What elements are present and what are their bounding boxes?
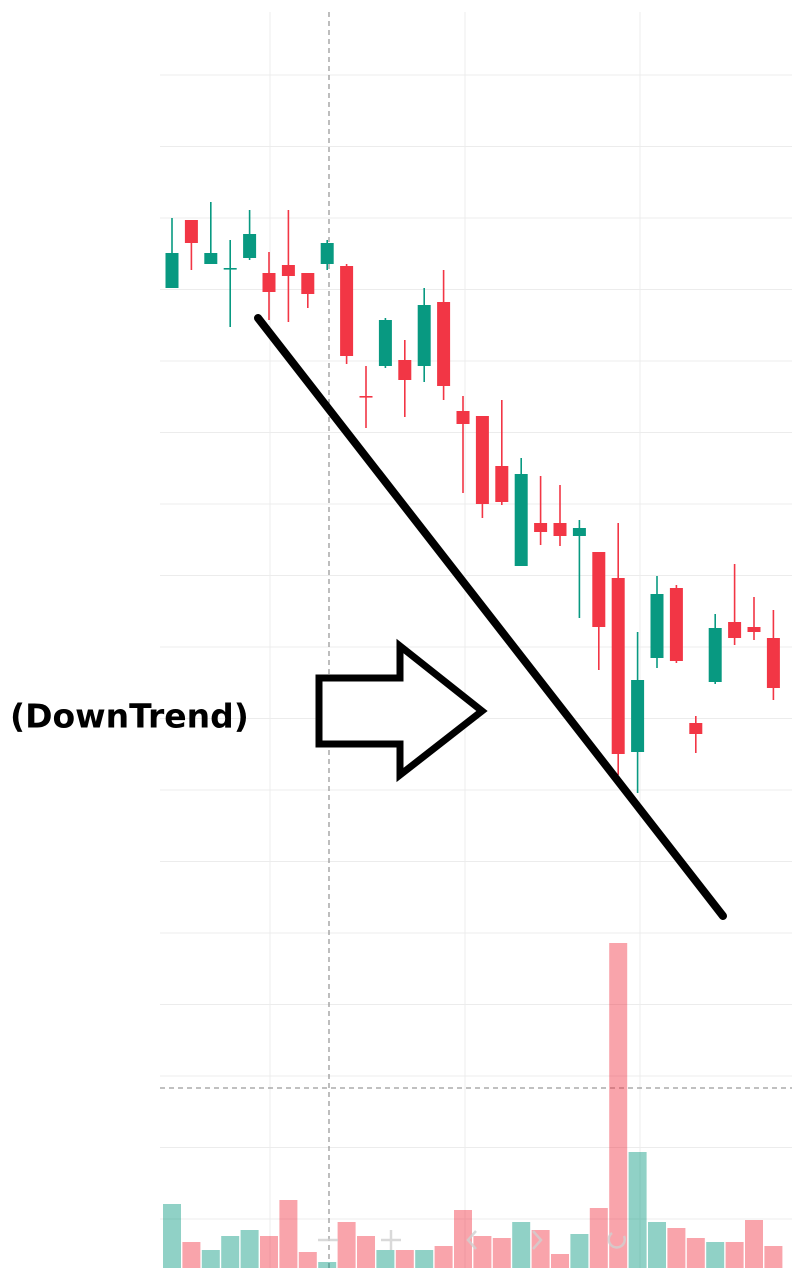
volume-bar xyxy=(221,1236,240,1268)
candle-body xyxy=(184,220,198,243)
volume-bar xyxy=(589,1208,608,1268)
reset-icon[interactable] xyxy=(607,1231,626,1249)
volume-bar xyxy=(609,943,628,1268)
candle-body xyxy=(417,305,431,366)
volume-bar xyxy=(337,1222,356,1268)
volume-bar xyxy=(163,1204,181,1268)
candle-body xyxy=(747,627,761,632)
candle-body xyxy=(669,588,683,661)
volume-bar xyxy=(376,1250,395,1268)
volume-bar xyxy=(745,1220,763,1268)
arrow xyxy=(315,638,488,783)
candle-body xyxy=(514,474,528,566)
volume-bar xyxy=(725,1242,744,1268)
volume-bar xyxy=(318,1262,337,1268)
candle-body xyxy=(340,266,354,356)
candle-body xyxy=(359,396,373,398)
candle-body xyxy=(689,723,703,734)
volume-bar xyxy=(667,1228,686,1268)
candle-body xyxy=(631,680,645,752)
candle-body xyxy=(320,243,334,264)
candle-body xyxy=(650,594,664,658)
toolbar xyxy=(318,1230,626,1250)
volume-bar xyxy=(454,1210,472,1268)
candle-body xyxy=(708,628,722,682)
candle-body xyxy=(534,523,548,532)
volume-bar xyxy=(512,1222,531,1268)
candle-body xyxy=(204,253,218,264)
volume-bar xyxy=(648,1222,666,1268)
volume-pane xyxy=(163,943,783,1268)
grid xyxy=(160,12,792,1268)
volume-bar xyxy=(706,1242,725,1268)
candle-body xyxy=(398,360,412,380)
annotation: (DownTrend) xyxy=(10,697,249,736)
volume-bar xyxy=(201,1250,220,1268)
candle-body xyxy=(475,416,489,504)
candle-body xyxy=(611,578,625,754)
volume-bar xyxy=(551,1254,569,1268)
volume-bar xyxy=(473,1236,492,1268)
trend-line xyxy=(254,314,727,920)
scroll-right-icon[interactable] xyxy=(532,1230,543,1250)
candle-body xyxy=(262,273,276,292)
candle-body xyxy=(766,638,780,688)
candle-body xyxy=(456,411,470,424)
volume-bar xyxy=(357,1236,375,1268)
volume-bar xyxy=(686,1238,705,1268)
volume-bar xyxy=(628,1152,647,1268)
volume-bar xyxy=(415,1250,434,1268)
volume-bar xyxy=(260,1236,278,1268)
volume-bar xyxy=(279,1200,298,1268)
candle-body xyxy=(572,528,586,536)
candles xyxy=(165,202,780,793)
volume-bar xyxy=(240,1230,259,1268)
volume-bar xyxy=(298,1252,317,1268)
candle-body xyxy=(243,234,257,258)
candle-body xyxy=(728,622,742,638)
candle-body xyxy=(553,523,567,536)
candle-body xyxy=(592,552,606,627)
volume-bar xyxy=(492,1238,511,1268)
scroll-left-icon[interactable] xyxy=(466,1230,477,1250)
candle-body xyxy=(165,253,179,288)
volume-bar xyxy=(395,1250,414,1268)
volume-bar xyxy=(764,1246,783,1268)
candle-body xyxy=(223,268,237,270)
volume-bar xyxy=(531,1230,550,1268)
candle-body xyxy=(495,466,509,502)
candle-body xyxy=(437,302,451,386)
candle-body xyxy=(281,265,295,276)
volume-bar xyxy=(570,1234,589,1268)
candle-body xyxy=(378,320,392,366)
volume-bar xyxy=(434,1246,453,1268)
volume-bar xyxy=(182,1242,201,1268)
candle-body xyxy=(301,273,315,294)
